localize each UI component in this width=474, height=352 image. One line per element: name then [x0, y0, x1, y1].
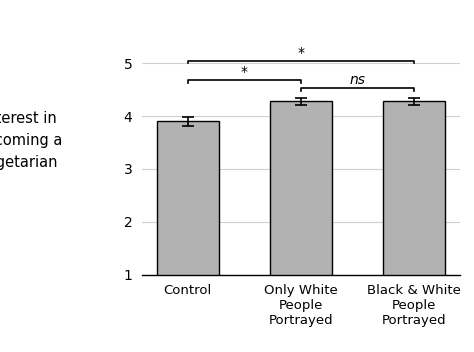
Text: *: * [298, 46, 304, 60]
Bar [383, 101, 446, 327]
Bar [270, 101, 332, 327]
Text: *: * [241, 65, 248, 79]
Bar [156, 121, 219, 327]
Text: ns: ns [350, 73, 365, 87]
Text: Interest in
Becoming a
Vegetarian: Interest in Becoming a Vegetarian [0, 111, 62, 170]
